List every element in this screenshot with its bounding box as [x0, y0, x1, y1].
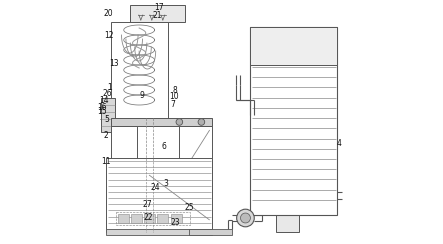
- Text: 11: 11: [101, 157, 110, 165]
- Bar: [110, 22, 168, 120]
- Text: 1: 1: [107, 83, 112, 92]
- Text: 5: 5: [104, 115, 109, 124]
- Text: 4: 4: [336, 140, 341, 148]
- Bar: [171, 214, 182, 223]
- Bar: [144, 214, 155, 223]
- Circle shape: [198, 119, 205, 125]
- Bar: [157, 214, 168, 223]
- Circle shape: [237, 209, 254, 227]
- Text: 9: 9: [140, 91, 144, 100]
- Bar: [106, 158, 212, 232]
- Text: 15: 15: [97, 107, 107, 115]
- Bar: [262, 178, 281, 215]
- Bar: [189, 229, 232, 235]
- Bar: [118, 214, 129, 223]
- Text: 24: 24: [150, 183, 160, 192]
- Text: 6: 6: [162, 142, 167, 151]
- Bar: [110, 118, 212, 126]
- Text: 23: 23: [170, 218, 180, 226]
- Text: 13: 13: [109, 59, 119, 68]
- Bar: [250, 27, 338, 215]
- Text: 21: 21: [152, 11, 162, 20]
- Text: 25: 25: [185, 203, 194, 212]
- Text: 12: 12: [105, 31, 114, 40]
- Text: 8: 8: [173, 86, 178, 95]
- Bar: [250, 27, 338, 65]
- Bar: [179, 126, 212, 178]
- Text: 3: 3: [163, 179, 168, 187]
- Text: 22: 22: [143, 213, 152, 222]
- Text: 20: 20: [103, 9, 113, 18]
- Bar: [266, 170, 277, 178]
- Text: 27: 27: [142, 201, 152, 209]
- Bar: [116, 212, 190, 225]
- Text: 17: 17: [155, 3, 164, 12]
- Text: 26: 26: [103, 90, 113, 98]
- Text: 14: 14: [99, 96, 109, 104]
- Bar: [276, 210, 299, 232]
- Bar: [130, 5, 185, 22]
- Text: 2: 2: [103, 131, 108, 140]
- Text: 10: 10: [169, 92, 179, 101]
- Bar: [110, 126, 137, 178]
- Text: 7: 7: [170, 101, 175, 109]
- Text: 16: 16: [97, 103, 107, 112]
- Circle shape: [241, 213, 250, 223]
- Bar: [101, 98, 115, 132]
- Bar: [131, 214, 142, 223]
- Bar: [106, 229, 212, 235]
- Circle shape: [176, 119, 183, 125]
